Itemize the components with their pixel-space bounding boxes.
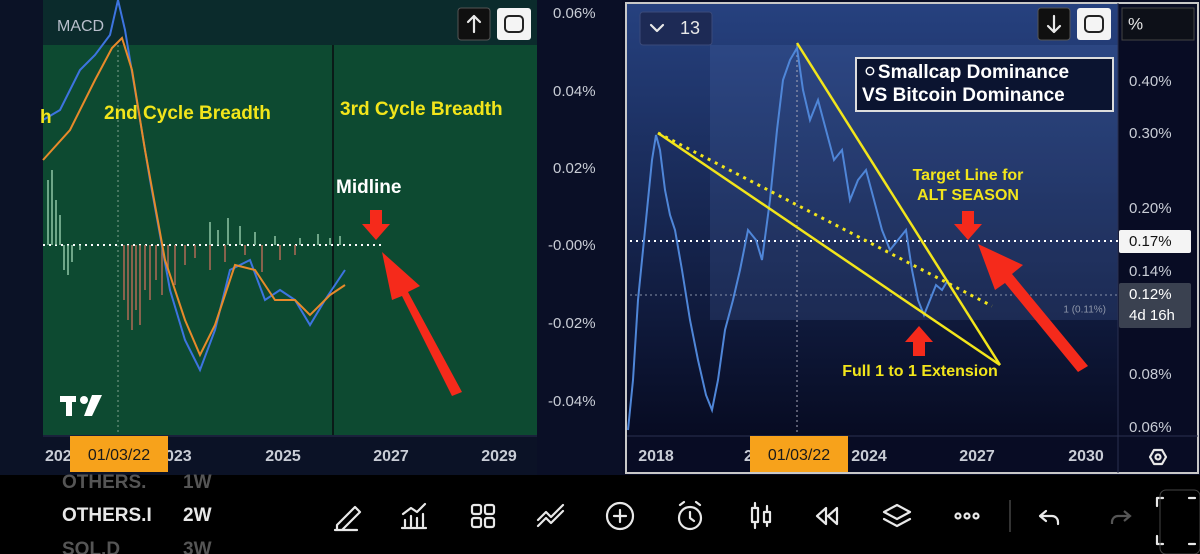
annotation: Target Line for xyxy=(913,167,1024,184)
annotation: 3rd Cycle Breadth xyxy=(340,99,503,120)
y-tick-label: 0.30% xyxy=(1129,125,1172,142)
fullscreen-button[interactable] xyxy=(1077,8,1111,40)
x-tick-label: 023 xyxy=(165,448,192,465)
price-series xyxy=(627,45,949,431)
x-tick-label: 2029 xyxy=(481,448,517,465)
left-y-axis xyxy=(537,0,622,475)
x-tick-label: 2 xyxy=(744,448,753,465)
draw-tool[interactable] xyxy=(333,505,362,532)
x-tick-label: 2018 xyxy=(638,448,674,465)
title-line: VS Bitcoin Dominance xyxy=(862,85,1065,106)
compare-tool[interactable] xyxy=(536,503,565,528)
x-tick-label: 2027 xyxy=(373,448,409,465)
date-badge-text: 01/03/22 xyxy=(88,447,150,464)
y-axis-labels: 0.40% 0.30% 0.20% 0.14% 0.08% 0.06% xyxy=(1129,73,1172,436)
small-arrow xyxy=(905,326,933,356)
big-arrow xyxy=(978,244,1088,372)
layout-tool[interactable] xyxy=(470,503,496,529)
toggle-button[interactable] xyxy=(1037,7,1071,41)
y-tick-label: 0.40% xyxy=(1129,73,1172,90)
countdown: 4d 16h xyxy=(1129,307,1175,324)
x-tick-label: 2025 xyxy=(265,448,301,465)
y-tick-label: 0.06% xyxy=(553,5,596,22)
fullscreen-button[interactable] xyxy=(497,8,531,40)
y-tick-label: 0.14% xyxy=(1129,263,1172,280)
annotation: ALT SEASON xyxy=(917,187,1019,204)
indicator-name: MACD xyxy=(57,18,104,35)
y-tick-label: 0.02% xyxy=(553,160,596,177)
trend-line xyxy=(795,42,1002,366)
alert-tool[interactable] xyxy=(677,500,703,531)
title-line: ⚪Smallcap Dominance xyxy=(862,62,1069,83)
settings-button[interactable] xyxy=(1148,448,1168,466)
title-box xyxy=(855,57,1114,112)
add-tool[interactable] xyxy=(605,501,635,531)
x-tick-label: 2030 xyxy=(1068,448,1104,465)
watchlist-symbol[interactable]: SOL.D xyxy=(62,539,120,554)
toolbar xyxy=(0,475,1200,554)
panel-border xyxy=(625,2,1199,474)
scale-text: % xyxy=(1128,14,1143,33)
trend-line xyxy=(657,131,1001,367)
interval: 13 xyxy=(680,18,700,38)
date-badge-text: 01/03/22 xyxy=(768,447,830,464)
y-tick-label: 0.08% xyxy=(1129,366,1172,383)
watchlist-interval: 1W xyxy=(183,472,212,493)
date-badge xyxy=(70,436,168,472)
watchlist-symbol[interactable]: OTHERS. xyxy=(62,472,146,493)
y-tick-label: -0.02% xyxy=(548,315,596,332)
fullscreen-tool[interactable] xyxy=(1155,489,1200,554)
indicators-tool[interactable] xyxy=(400,502,428,530)
x-tick-label: 202 xyxy=(45,448,72,465)
y-tick-label: -0.04% xyxy=(548,393,596,410)
annotation: Full 1 to 1 Extension xyxy=(842,363,998,380)
price-badge xyxy=(1119,283,1191,328)
y-tick-label: 0.20% xyxy=(1129,200,1172,217)
small-arrow xyxy=(362,210,390,240)
x-tick-label: 2027 xyxy=(959,448,995,465)
annotation: Midline xyxy=(336,177,401,198)
y-tick-label: -0.00% xyxy=(548,237,596,254)
target-badge-text: 0.17% xyxy=(1129,233,1172,250)
annotation: 2nd Cycle Breadth xyxy=(104,103,271,124)
chart-type-tool[interactable] xyxy=(750,501,772,530)
layers-tool[interactable] xyxy=(882,503,912,528)
watchlist-interval: 2W xyxy=(183,505,212,526)
y-axis-labels: 0.06% 0.04% 0.02% -0.00% -0.02% -0.04% xyxy=(548,5,596,410)
toggle-button[interactable] xyxy=(457,7,491,41)
price-badge-text: 0.12% xyxy=(1129,286,1172,303)
signal-line xyxy=(42,36,346,358)
left-plot xyxy=(43,45,537,435)
small-arrow xyxy=(954,211,982,240)
watchlist-interval: 3W xyxy=(183,539,212,554)
date-badge xyxy=(750,436,848,472)
target-badge xyxy=(1119,230,1191,253)
more-tool[interactable] xyxy=(954,512,980,520)
scale-button[interactable]: % xyxy=(1121,7,1195,41)
histogram xyxy=(47,170,341,330)
undo-tool[interactable] xyxy=(1038,509,1060,526)
interval-button[interactable]: 13 xyxy=(639,11,713,46)
dotted-trend-line xyxy=(657,131,993,308)
replay-tool[interactable] xyxy=(815,506,839,526)
macd-line xyxy=(42,0,346,373)
fib-label: 1 (0.11%) xyxy=(1063,305,1106,316)
logo xyxy=(60,395,102,416)
big-arrow xyxy=(382,252,462,396)
redo-tool[interactable] xyxy=(1110,510,1132,524)
y-tick-label: 0.04% xyxy=(553,83,596,100)
x-tick-label: 2024 xyxy=(851,448,887,465)
y-tick-label: 0.06% xyxy=(1129,419,1172,436)
annotation: h xyxy=(40,107,52,128)
watchlist-symbol[interactable]: OTHERS.I xyxy=(62,505,152,526)
